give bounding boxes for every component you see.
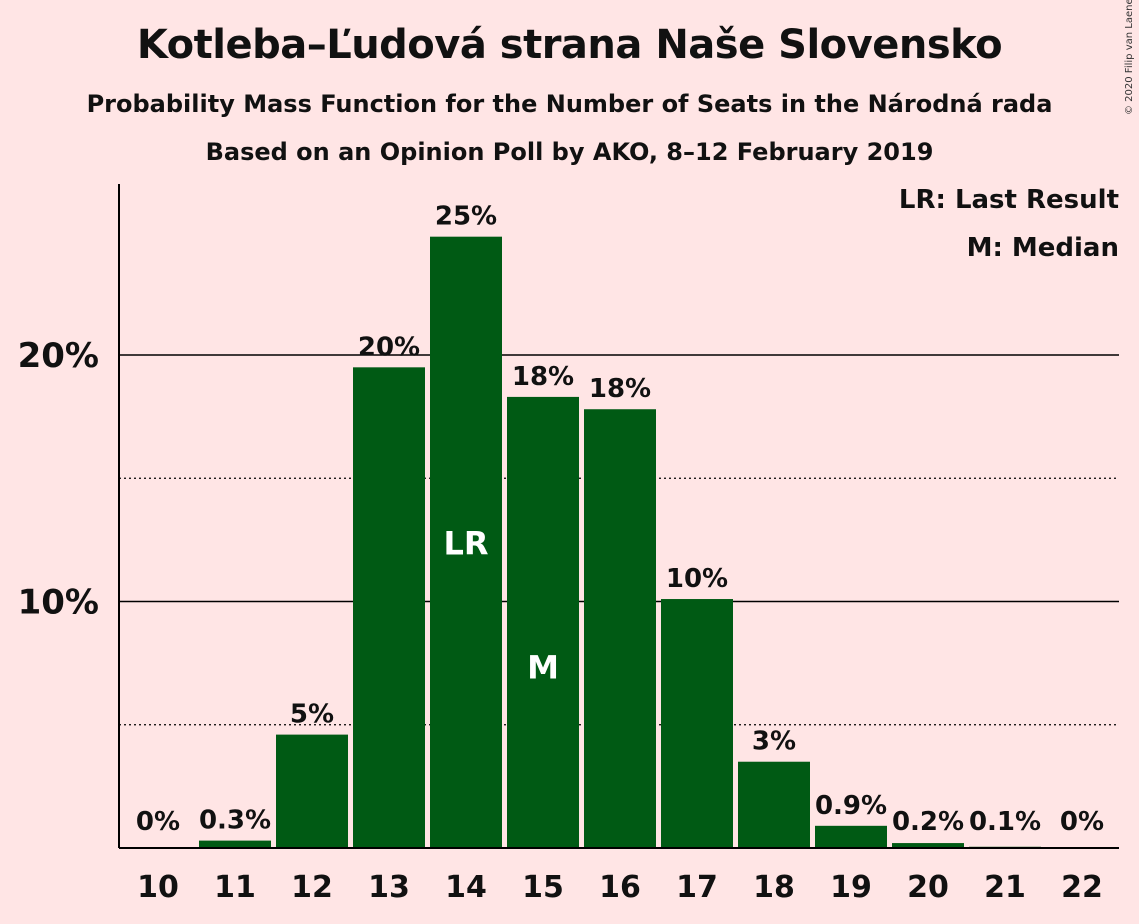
x-tick-label: 15	[522, 870, 564, 905]
data-label: 25%	[435, 202, 497, 232]
bar	[738, 761, 810, 848]
x-tick-label: 19	[830, 870, 872, 905]
x-tick-label: 14	[445, 870, 487, 905]
data-label: 18%	[512, 362, 574, 392]
data-label: 18%	[589, 374, 651, 404]
data-label: 3%	[752, 727, 796, 757]
x-tick-label: 12	[291, 870, 333, 905]
bar	[353, 367, 425, 848]
bar	[892, 843, 964, 848]
data-label: 0.1%	[969, 807, 1041, 837]
x-tick-label: 22	[1061, 870, 1103, 905]
bar	[199, 840, 271, 848]
chart-subtitle: Probability Mass Function for the Number…	[86, 90, 1053, 118]
data-label: 10%	[666, 564, 728, 594]
data-labels: 0% 0.3% 5% 20% 25% 18% 18% 10% 3% 0.9%0.2% 0.1% 0% L…	[136, 202, 1104, 837]
bar	[584, 409, 656, 848]
chart-source-subtitle: Based on an Opinion Poll by AKO, 8–12 Fe…	[205, 138, 934, 166]
chart-title: Kotleba–Ľudová strana Naše Slovensko	[136, 22, 1003, 68]
last-result-marker: LR	[443, 524, 488, 562]
x-tick-label: 11	[214, 870, 256, 905]
data-label: 0%	[1060, 807, 1104, 837]
data-label: 0.3%	[199, 806, 271, 836]
x-tick-label: 20	[907, 870, 949, 905]
x-tick-label: 16	[599, 870, 641, 905]
axes: 10% 20% 10 11 12 13 14 15 16 17 18 19 20 21 22	[18, 184, 1119, 905]
x-tick-label: 17	[676, 870, 718, 905]
x-tick-label: 21	[984, 870, 1026, 905]
data-label: 20%	[358, 332, 420, 362]
x-tick-label: 18	[753, 870, 795, 905]
legend-last-result: LR: Last Result	[898, 185, 1119, 215]
bar	[430, 236, 502, 848]
y-tick-label: 20%	[18, 336, 99, 376]
data-label: 0.9%	[815, 791, 887, 821]
bar	[276, 734, 348, 848]
bars	[199, 236, 1041, 848]
y-tick-label: 10%	[18, 583, 99, 623]
x-tick-label: 13	[368, 870, 410, 905]
legend-median: M: Median	[966, 233, 1119, 263]
bar	[661, 599, 733, 848]
data-label: 0%	[136, 807, 180, 837]
x-tick-label: 10	[137, 870, 179, 905]
data-label: 0.2%	[892, 807, 964, 837]
data-label: 5%	[290, 700, 334, 730]
median-marker: M	[527, 648, 559, 686]
bar	[815, 825, 887, 848]
bar	[507, 396, 579, 848]
